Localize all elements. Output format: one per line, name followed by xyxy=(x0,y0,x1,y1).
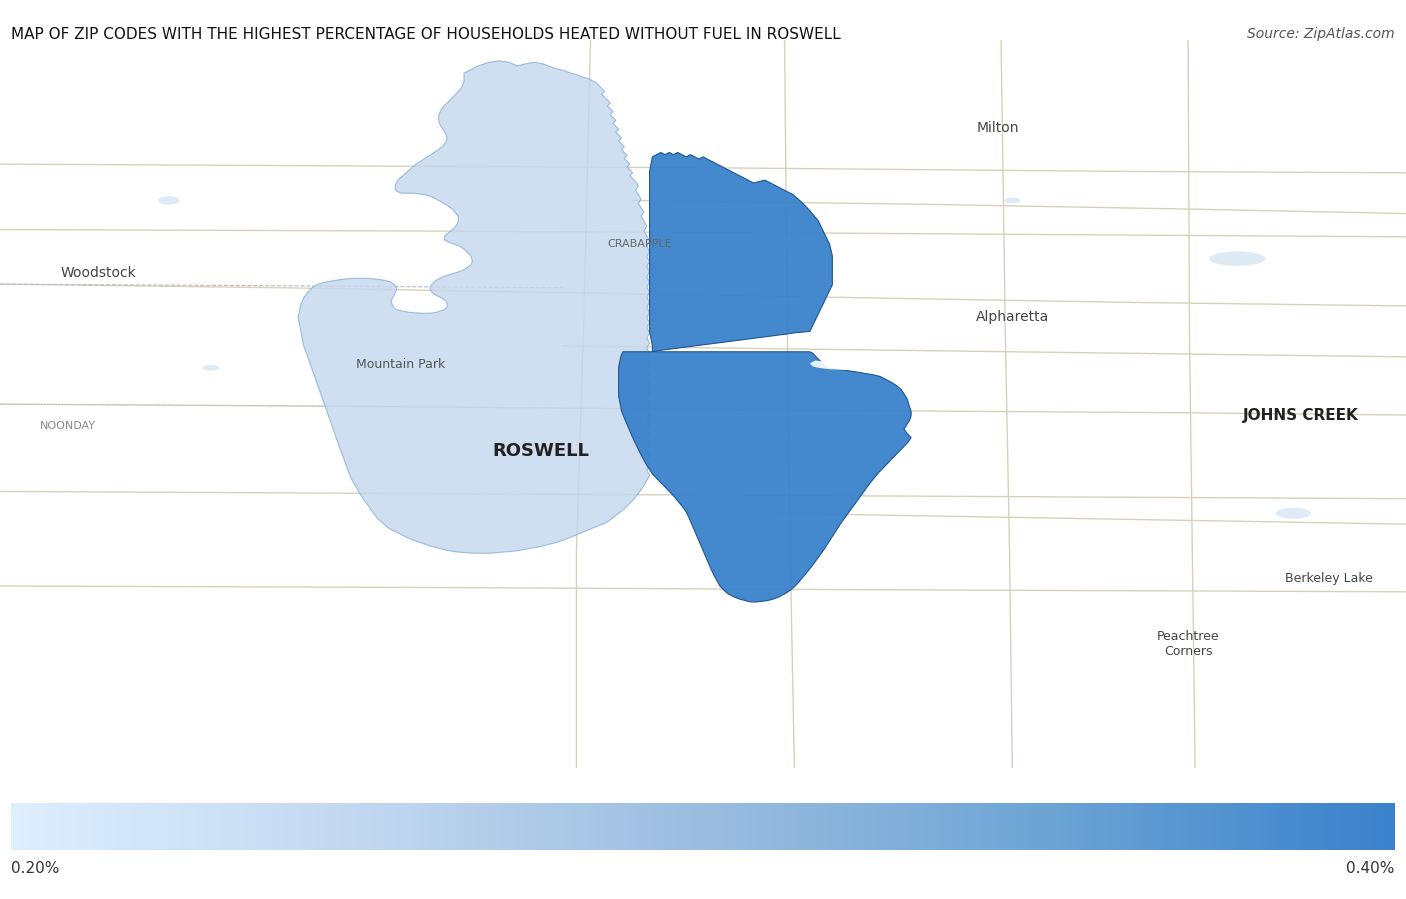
Text: Alpharetta: Alpharetta xyxy=(976,310,1049,324)
Text: Mountain Park: Mountain Park xyxy=(356,358,446,370)
Text: Woodstock: Woodstock xyxy=(60,266,136,280)
Text: ROSWELL: ROSWELL xyxy=(494,442,589,460)
Polygon shape xyxy=(619,352,911,602)
Text: Milton: Milton xyxy=(977,120,1019,135)
Text: NOONDAY: NOONDAY xyxy=(39,421,96,431)
Ellipse shape xyxy=(1004,198,1021,203)
Text: MAP OF ZIP CODES WITH THE HIGHEST PERCENTAGE OF HOUSEHOLDS HEATED WITHOUT FUEL I: MAP OF ZIP CODES WITH THE HIGHEST PERCEN… xyxy=(11,27,841,42)
Text: JOHNS CREEK: JOHNS CREEK xyxy=(1243,407,1358,423)
Text: 0.40%: 0.40% xyxy=(1347,861,1395,877)
Ellipse shape xyxy=(202,365,219,370)
Ellipse shape xyxy=(1209,252,1265,266)
Text: Source: ZipAtlas.com: Source: ZipAtlas.com xyxy=(1247,27,1395,41)
Text: 0.20%: 0.20% xyxy=(11,861,59,877)
Polygon shape xyxy=(298,61,650,553)
Ellipse shape xyxy=(1277,508,1312,519)
Ellipse shape xyxy=(159,196,180,205)
Text: CRABAPPLE: CRABAPPLE xyxy=(607,239,672,249)
Polygon shape xyxy=(650,153,832,352)
Polygon shape xyxy=(810,360,872,370)
Text: Peachtree
Corners: Peachtree Corners xyxy=(1157,630,1219,658)
Text: Berkeley Lake: Berkeley Lake xyxy=(1285,572,1372,585)
